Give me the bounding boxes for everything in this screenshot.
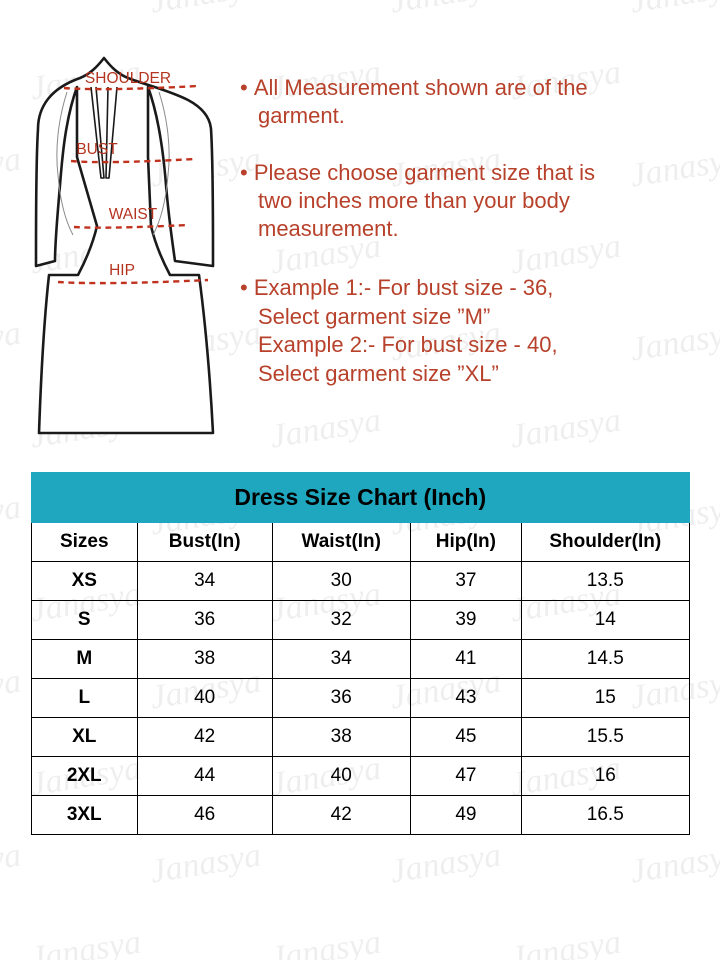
svg-text:SHOULDER: SHOULDER [85,70,171,87]
svg-text:BUST: BUST [76,141,118,158]
svg-text:HIP: HIP [109,262,135,279]
svg-text:WAIST: WAIST [109,206,158,223]
